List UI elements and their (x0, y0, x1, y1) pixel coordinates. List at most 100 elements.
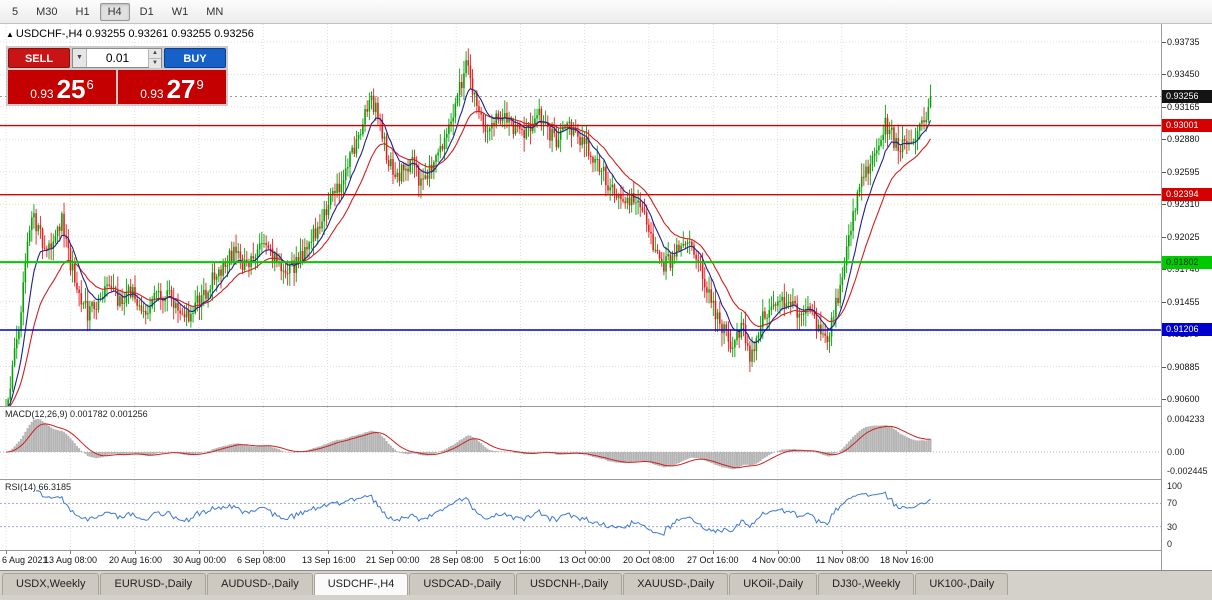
rsi-indicator-panel[interactable] (0, 480, 1161, 550)
price-tick-mark (1162, 399, 1166, 400)
price-tick-mark (1162, 204, 1166, 205)
timeframe-button-M30[interactable]: M30 (36, 5, 58, 18)
chart-ohlc-header: ▲ USDCHF-,H4 0.93255 0.93261 0.93255 0.93… (6, 28, 254, 40)
price-tick-mark (1162, 74, 1166, 75)
volume-value[interactable]: 0.01 (105, 51, 130, 65)
sell-price-sup: 6 (86, 77, 94, 92)
ma-fast-line (7, 88, 932, 406)
macd-histogram (7, 419, 932, 470)
time-axis-label: 13 Aug 08:00 (44, 555, 98, 565)
time-axis-label: 20 Aug 16:00 (109, 555, 163, 565)
chart-tab-usdx-weekly[interactable]: USDX,Weekly (2, 573, 100, 595)
macd-name: MACD(12,26,9) (5, 409, 68, 419)
price-tick-mark (1162, 107, 1166, 108)
price-tick-label: 0.93450 (1167, 69, 1200, 79)
price-tick-label: 0.91455 (1167, 297, 1200, 307)
price-badge: 0.93256 (1162, 90, 1212, 103)
time-axis-label: 11 Nov 08:00 (816, 555, 869, 565)
sell-price-display[interactable]: 0.93 25 6 (8, 70, 116, 104)
panel-separator[interactable] (0, 479, 1212, 480)
price-badge: 0.92394 (1162, 188, 1212, 201)
chart-tab-audusd-daily[interactable]: AUDUSD-,Daily (207, 573, 313, 595)
timeframe-button-MN[interactable]: MN (206, 5, 224, 18)
sell-button[interactable]: SELL (8, 48, 70, 68)
price-scale[interactable]: 0.93735 0.93450 0.93165 0.92880 0.92595 0.923… (1161, 24, 1212, 570)
time-axis[interactable]: 6 Aug 2021 13 Aug 08:00 20 Aug 16:00 30 Aug… (0, 551, 1161, 570)
time-tick-mark (778, 551, 779, 554)
price-tick-mark (1162, 172, 1166, 173)
price-tick-mark (1162, 237, 1166, 238)
rsi-scale-label: 100 (1167, 481, 1183, 491)
time-tick-mark (263, 551, 264, 554)
price-tick-label: 0.91740 (1167, 264, 1200, 274)
time-axis-label: 6 Sep 08:00 (237, 555, 286, 565)
chart-tab-usdcnh-daily[interactable]: USDCNH-,Daily (515, 573, 623, 595)
price-tick-label: 0.92310 (1167, 199, 1200, 209)
timeframe-button-H4[interactable]: H4 (99, 2, 130, 21)
time-tick-mark (199, 551, 200, 554)
main-price-chart[interactable] (0, 24, 1161, 406)
timeframe-button-5[interactable]: 5 (12, 5, 19, 18)
macd-indicator-panel[interactable] (0, 407, 1161, 479)
time-tick-mark (842, 551, 843, 554)
volume-up-icon[interactable]: ▲ (149, 49, 161, 59)
one-click-trading-panel: SELL ▼ 0.01 ▲ ▼ BUY 0.93 25 6 0.93 27 9 (6, 46, 228, 106)
rsi-scale-label: 70 (1167, 498, 1178, 508)
chart-tab-usdchf-h4[interactable]: USDCHF-,H4 (313, 573, 409, 595)
buy-price-display[interactable]: 0.93 27 9 (118, 70, 226, 104)
volume-dropdown-icon[interactable]: ▼ (73, 49, 87, 67)
time-tick-mark (649, 551, 650, 554)
sell-price-prefix: 0.93 (30, 87, 54, 101)
rsi-scale-label: 0 (1167, 539, 1173, 549)
time-axis-label: 5 Oct 16:00 (494, 555, 541, 565)
rsi-value: 66.3185 (38, 482, 72, 492)
chart-tabs-bar: USDX,Weekly EURUSD-,Daily AUDUSD-,Daily USD… (0, 570, 1212, 600)
macd-signal-line (5, 423, 931, 469)
volume-input[interactable]: ▼ 0.01 ▲ ▼ (72, 48, 162, 68)
time-tick-mark (6, 551, 7, 554)
time-axis-label: 30 Aug 00:00 (173, 555, 227, 565)
time-axis-label: 28 Sep 08:00 (430, 555, 484, 565)
macd-scale-label: 0.004233 (1167, 414, 1205, 424)
time-axis-label: 20 Oct 08:00 (623, 555, 675, 565)
time-axis-label: 18 Nov 16:00 (880, 555, 934, 565)
chart-ohlc-values: 0.93255 0.93261 0.93255 0.93256 (85, 28, 254, 40)
macd-values: 0.001782 0.001256 (70, 409, 148, 419)
price-tick-label: 0.92025 (1167, 232, 1200, 242)
price-badge: 0.91206 (1162, 323, 1212, 336)
time-tick-mark (328, 551, 329, 554)
chart-tab-xauusd-daily[interactable]: XAUUSD-,Daily (623, 573, 729, 595)
chart-tab-dj30-weekly[interactable]: DJ30-,Weekly (818, 573, 915, 595)
timeframe-button-D1[interactable]: D1 (139, 5, 154, 18)
buy-button[interactable]: BUY (164, 48, 226, 68)
time-axis-label: 4 Nov 00:00 (752, 555, 801, 565)
volume-down-icon[interactable]: ▼ (149, 59, 161, 68)
price-tick-mark (1162, 42, 1166, 43)
sell-price-big: 25 (56, 74, 86, 104)
macd-scale-label: 0.00 (1167, 447, 1185, 457)
panel-separator[interactable] (0, 406, 1212, 407)
chart-area: 6 Aug 2021 13 Aug 08:00 20 Aug 16:00 30 Aug… (0, 24, 1212, 570)
macd-scale-label: -0.002445 (1167, 466, 1208, 476)
chart-tab-ukoil-daily[interactable]: UKOil-,Daily (729, 573, 818, 595)
timeframe-toolbar: 5 M30 H1 H4 D1 W1 MN (0, 0, 1212, 24)
chart-tab-eurusd-daily[interactable]: EURUSD-,Daily (100, 573, 207, 595)
time-axis-label: 13 Sep 16:00 (302, 555, 356, 565)
chart-tab-uk100-daily[interactable]: UK100-,Daily (915, 573, 1009, 595)
price-tick-mark (1162, 269, 1166, 270)
rsi-label: RSI(14) 66.3185 (5, 482, 71, 492)
chart-tab-usdcad-daily[interactable]: USDCAD-,Daily (409, 573, 515, 595)
time-tick-mark (585, 551, 586, 554)
timeframe-button-H1[interactable]: H1 (75, 5, 90, 18)
time-tick-mark (135, 551, 136, 554)
price-tick-label: 0.90885 (1167, 362, 1200, 372)
price-badge: 0.93001 (1162, 119, 1212, 132)
horizontal-level-lines[interactable] (0, 124, 1161, 331)
volume-stepper[interactable]: ▲ ▼ (148, 49, 161, 68)
time-tick-mark (713, 551, 714, 554)
panel-separator (0, 550, 1212, 551)
price-tick-mark (1162, 139, 1166, 140)
timeframe-button-W1[interactable]: W1 (171, 5, 189, 18)
rsi-line (36, 490, 931, 537)
